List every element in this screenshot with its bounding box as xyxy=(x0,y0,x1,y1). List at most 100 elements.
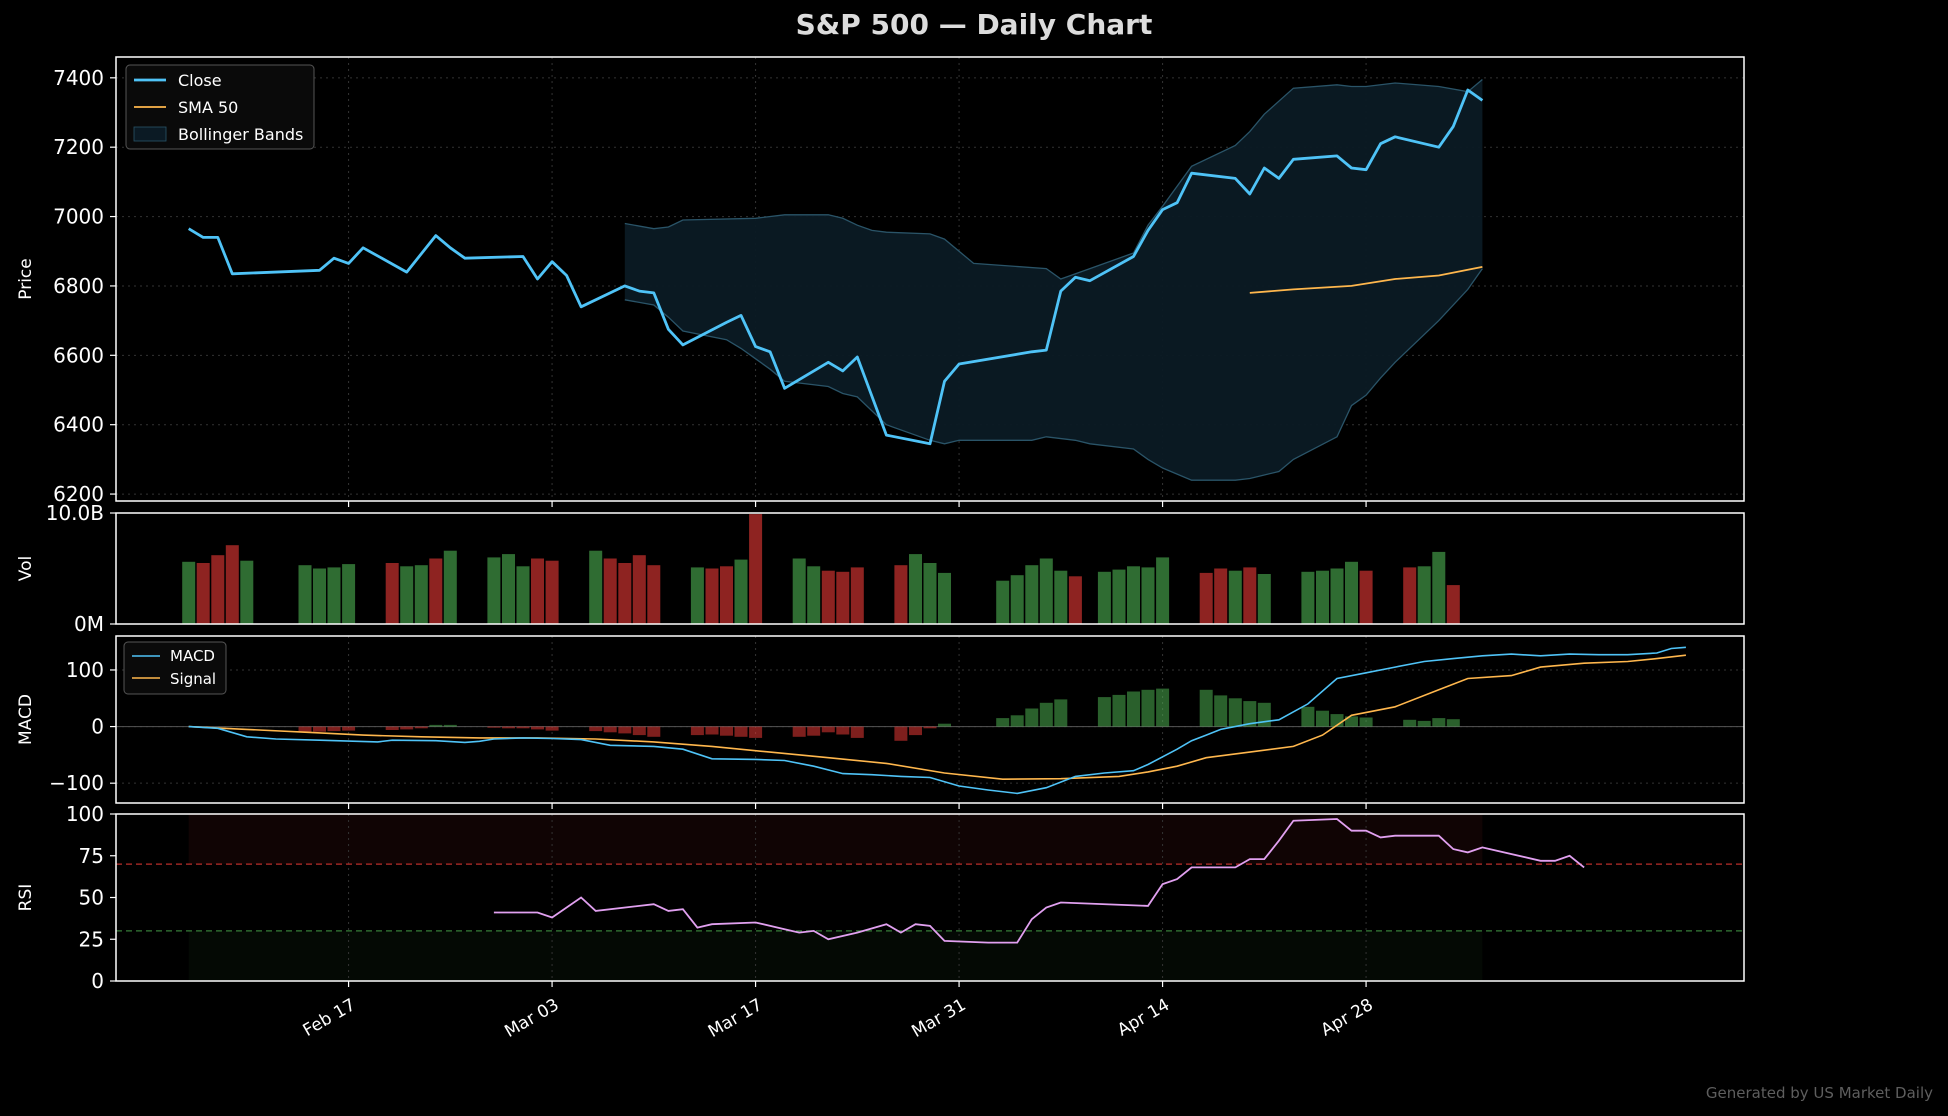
volume-bar-24 xyxy=(690,567,704,624)
macd-hist-bar-49 xyxy=(1316,710,1329,727)
volume-bar-49 xyxy=(1199,572,1213,624)
rsi-oversold-zone xyxy=(188,930,1483,981)
volume-bar-34 xyxy=(894,565,908,624)
rsi-ytick-label-0: 0 xyxy=(91,969,104,993)
legend-swatch-bands xyxy=(133,126,167,142)
volume-bar-59 xyxy=(1403,567,1417,624)
x-tick-label-2: Mar 17 xyxy=(705,995,766,1042)
legend-label-close: Close xyxy=(178,71,222,90)
macd-hist-bar-14 xyxy=(589,726,603,732)
volume-bar-37 xyxy=(938,572,951,624)
volume-bar-42 xyxy=(1054,570,1068,624)
macd-hist-bar-55 xyxy=(1432,718,1446,727)
macd-hist-bar-18 xyxy=(647,726,661,737)
volume-bar-14 xyxy=(487,557,501,624)
volume-bar-7 xyxy=(327,567,341,624)
price-panel: 6200 6400 6600 6800 7000 7200 7400 Price Close SM… xyxy=(16,56,1745,507)
volume-axis-label: Vol xyxy=(16,556,36,581)
macd-hist-bar-24 xyxy=(792,726,806,737)
volume-bar-13 xyxy=(443,550,457,624)
macd-hist-bar-26 xyxy=(821,726,835,733)
volume-bar-47 xyxy=(1141,567,1155,624)
volume-bar-9 xyxy=(385,563,399,624)
volume-bar-56 xyxy=(1330,568,1344,624)
macd-hist-bar-6 xyxy=(414,726,428,729)
legend-label-bands: Bollinger Bands xyxy=(178,125,303,144)
macd-hist-bar-4 xyxy=(385,726,399,730)
macd-hist-bar-22 xyxy=(734,726,748,737)
volume-bar-55 xyxy=(1316,570,1329,624)
volume-frame xyxy=(115,512,1745,625)
macd-hist-bar-11 xyxy=(516,726,530,729)
sma-50-line xyxy=(1249,266,1483,294)
price-legend: Close SMA 50 Bollinger Bands xyxy=(125,64,315,150)
volume-bar-40 xyxy=(1025,565,1039,624)
price-ytick-label-3: 6800 xyxy=(53,274,104,298)
volume-bar-28 xyxy=(749,514,763,624)
volume-bar-41 xyxy=(1039,558,1053,624)
close-price-line xyxy=(187,88,1484,446)
rsi-axis-label: RSI xyxy=(16,884,36,912)
x-tick-label-0: Feb 17 xyxy=(300,995,359,1041)
volume-bar-50 xyxy=(1214,568,1228,624)
bollinger-band-area xyxy=(624,79,1483,481)
signal-line xyxy=(188,654,1686,781)
volume-bar-33 xyxy=(850,567,864,624)
volume-bar-10 xyxy=(400,566,414,624)
price-axis-label: Price xyxy=(16,258,36,299)
volume-bar-17 xyxy=(531,558,544,624)
macd-hist-bar-44 xyxy=(1214,695,1228,727)
macd-hist-bar-27 xyxy=(836,726,850,735)
legend-label-macd: MACD xyxy=(170,647,215,665)
volume-bar-8 xyxy=(342,564,356,624)
date-axis: Feb 17 Mar 03 Mar 17 Mar 31 Apr 14 Apr 28 xyxy=(300,995,1377,1042)
macd-hist-bar-40 xyxy=(1127,691,1140,727)
volume-bar-58 xyxy=(1359,570,1373,624)
macd-hist-bar-48 xyxy=(1301,706,1315,727)
macd-hist-bar-30 xyxy=(909,726,922,736)
macd-hist-bar-3 xyxy=(342,726,356,731)
volume-bar-19 xyxy=(589,550,603,624)
macd-hist-bar-17 xyxy=(632,726,646,736)
volume-bar-62 xyxy=(1446,585,1460,624)
price-ytick-label-2: 6600 xyxy=(53,343,104,367)
volume-bar-5 xyxy=(298,565,312,624)
volume-bar-18 xyxy=(545,560,559,624)
macd-hist-bar-12 xyxy=(531,726,544,730)
volume-bar-60 xyxy=(1417,566,1431,624)
macd-hist-bar-46 xyxy=(1243,701,1257,727)
volume-bar-44 xyxy=(1097,571,1111,624)
macd-ytick-label-2: 100 xyxy=(66,658,104,682)
volume-bar-26 xyxy=(720,566,733,624)
volume-bar-27 xyxy=(734,559,748,624)
macd-hist-bar-54 xyxy=(1417,720,1431,727)
macd-hist-bar-28 xyxy=(850,726,864,738)
macd-hist-bar-0 xyxy=(298,726,312,733)
macd-hist-bar-52 xyxy=(1359,717,1373,727)
volume-bar-45 xyxy=(1112,569,1126,624)
macd-hist-bar-19 xyxy=(690,726,704,736)
volume-bar-23 xyxy=(647,565,661,624)
macd-hist-bar-25 xyxy=(807,726,821,736)
macd-hist-bar-51 xyxy=(1345,716,1358,727)
macd-hist-bar-20 xyxy=(705,726,719,735)
volume-bar-57 xyxy=(1345,561,1358,624)
macd-hist-bar-42 xyxy=(1156,688,1170,727)
macd-hist-bar-23 xyxy=(749,726,763,738)
macd-hist-bar-10 xyxy=(502,726,515,729)
macd-hist-bar-2 xyxy=(327,726,341,732)
chart-title: S&P 500 — Daily Chart xyxy=(795,8,1153,41)
price-legend-box xyxy=(125,64,315,150)
volume-panel: 0M 10.0B Vol xyxy=(16,501,1745,636)
volume-bar-3 xyxy=(225,545,239,624)
volume-bar-15 xyxy=(502,554,515,624)
volume-bar-25 xyxy=(705,568,719,624)
macd-ytick-label-1: 0 xyxy=(91,715,104,739)
x-tick-label-5: Apr 28 xyxy=(1318,995,1377,1041)
volume-bar-39 xyxy=(1010,575,1024,624)
x-tick-label-1: Mar 03 xyxy=(501,995,562,1042)
volume-bar-1 xyxy=(196,563,210,624)
price-frame xyxy=(115,56,1745,502)
macd-hist-bar-29 xyxy=(894,726,908,741)
